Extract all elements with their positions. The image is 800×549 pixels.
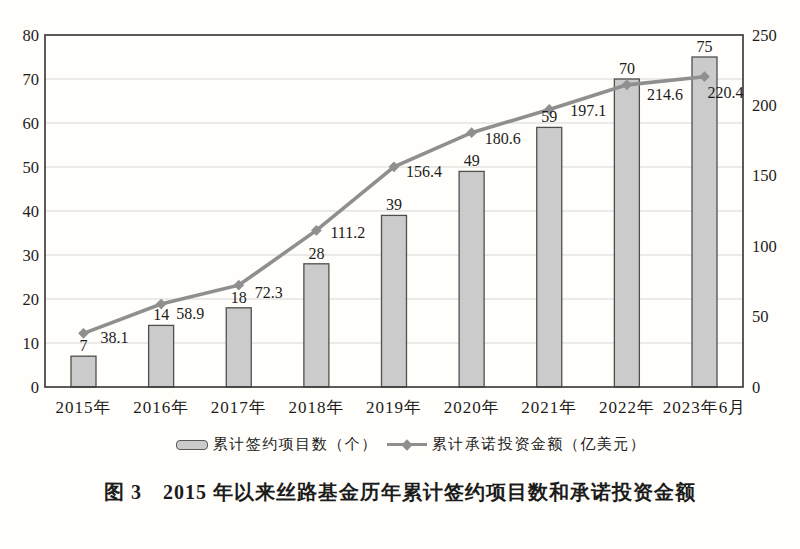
left-axis-tick-label: 30 xyxy=(23,246,40,265)
line-swatch-icon xyxy=(387,443,427,447)
left-axis-tick-label: 70 xyxy=(23,70,40,89)
bar-swatch-icon xyxy=(176,440,208,450)
bar xyxy=(692,57,717,387)
bar-value-label: 14 xyxy=(153,306,169,323)
line-marker xyxy=(466,127,477,138)
x-axis-category-label: 2017年 xyxy=(211,398,267,417)
left-axis-tick-label: 50 xyxy=(23,158,40,177)
x-axis-category-label: 2020年 xyxy=(444,398,500,417)
line-value-label: 58.9 xyxy=(176,305,204,322)
legend-item-line: 累计承诺投资金额（亿美元） xyxy=(387,435,647,454)
line-value-label: 180.6 xyxy=(485,130,521,147)
x-axis-category-label: 2015年 xyxy=(56,398,112,417)
left-axis-tick-label: 40 xyxy=(23,202,40,221)
legend-item-bars: 累计签约项目数（个） xyxy=(176,435,378,454)
diamond-marker-icon xyxy=(401,439,412,450)
left-axis-tick-label: 10 xyxy=(23,334,40,353)
x-axis-category-label: 2019年 xyxy=(366,398,422,417)
line-value-label: 214.6 xyxy=(647,86,683,103)
bar-value-label: 18 xyxy=(231,289,247,306)
left-axis-tick-label: 60 xyxy=(23,114,40,133)
bar-value-label: 59 xyxy=(541,108,557,125)
right-axis-tick-label: 100 xyxy=(752,237,777,256)
bar-value-label: 7 xyxy=(80,337,88,354)
left-axis-tick-label: 80 xyxy=(23,26,40,45)
combo-chart: 7 14 18 28 39 49 59 70 75 38.1 58.9 72.3 111.2 156.4 1… xyxy=(0,0,800,428)
bar xyxy=(459,171,484,387)
bar-value-label: 28 xyxy=(308,245,324,262)
line-value-label: 156.4 xyxy=(406,163,442,180)
legend-label-bars: 累计签约项目数（个） xyxy=(213,435,378,454)
left-axis-tick-label: 20 xyxy=(23,290,40,309)
figure: 7 14 18 28 39 49 59 70 75 38.1 58.9 72.3 111.2 156.4 1… xyxy=(0,0,800,549)
bar-value-label: 70 xyxy=(619,60,635,77)
right-axis-tick-label: 50 xyxy=(752,307,769,326)
bar xyxy=(304,264,329,387)
bar xyxy=(537,127,562,387)
figure-caption: 图 3 2015 年以来丝路基金历年累计签约项目数和承诺投资金额 xyxy=(0,479,800,506)
line-value-label: 38.1 xyxy=(101,329,129,346)
bar xyxy=(71,356,96,387)
right-axis-tick-label: 200 xyxy=(752,96,777,115)
x-axis-category-label: 2023年6月 xyxy=(663,398,747,417)
bar-value-label: 49 xyxy=(464,152,480,169)
right-axis-tick-label: 0 xyxy=(752,378,760,397)
x-axis-category-label: 2021年 xyxy=(521,398,577,417)
page: { "page": { "background": "#fffefa" }, "… xyxy=(0,0,800,549)
line-value-label: 111.2 xyxy=(330,224,365,241)
line-value-label: 220.4 xyxy=(708,84,744,101)
bar xyxy=(149,325,174,387)
line-value-label: 197.1 xyxy=(570,102,606,119)
right-axis-tick-label: 250 xyxy=(752,26,777,45)
bar-value-label: 75 xyxy=(697,38,713,55)
legend-label-line: 累计承诺投资金额（亿美元） xyxy=(432,435,647,454)
x-axis-category-label: 2016年 xyxy=(133,398,189,417)
x-axis-category-label: 2022年 xyxy=(599,398,655,417)
bar xyxy=(614,79,639,387)
chart-legend: 累计签约项目数（个） 累计承诺投资金额（亿美元） xyxy=(11,435,800,454)
line-value-label: 72.3 xyxy=(255,284,283,301)
bar xyxy=(382,215,407,387)
bar-value-label: 39 xyxy=(386,196,402,213)
bar xyxy=(226,308,251,387)
left-axis-tick-label: 0 xyxy=(31,378,39,397)
right-axis-tick-label: 150 xyxy=(752,166,777,185)
x-axis-category-label: 2018年 xyxy=(288,398,344,417)
